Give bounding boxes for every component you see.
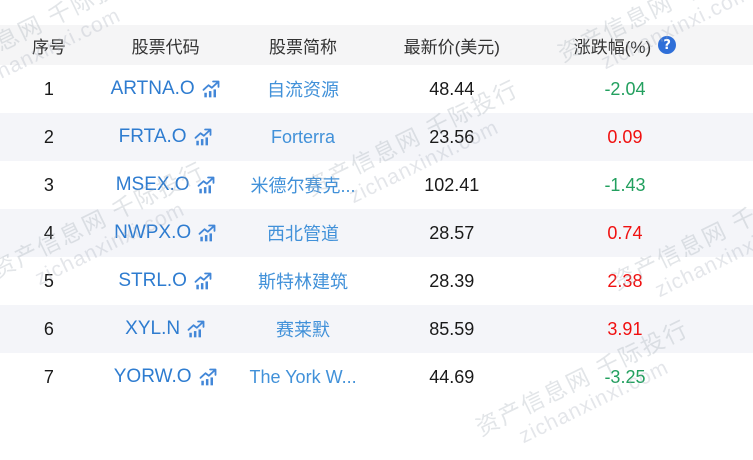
table-row: 6 XYL.N 赛莱默 85.59 3.91 bbox=[0, 305, 753, 353]
stock-name-cell: Forterra bbox=[233, 127, 372, 148]
stock-code-cell: MSEX.O bbox=[98, 174, 234, 196]
stock-chart-icon[interactable] bbox=[196, 175, 216, 195]
stock-price: 48.44 bbox=[429, 78, 475, 99]
col-header-index: 序号 bbox=[31, 37, 66, 57]
stock-price: 23.56 bbox=[429, 126, 475, 147]
stock-change: 3.91 bbox=[607, 318, 643, 339]
stock-name-link[interactable]: 自流资源 bbox=[267, 80, 340, 100]
stock-code-link[interactable]: ARTNA.O bbox=[110, 78, 195, 99]
stock-chart-icon[interactable] bbox=[197, 223, 217, 243]
table-body: 1 ARTNA.O 自流资源 48.44 -2.04 2 FRTA.O bbox=[0, 65, 753, 401]
stock-chart-icon[interactable] bbox=[193, 271, 213, 291]
stock-code-cell: XYL.N bbox=[98, 318, 234, 340]
stock-code-link[interactable]: NWPX.O bbox=[114, 222, 192, 243]
stock-change: 0.09 bbox=[607, 126, 643, 147]
table-row: 2 FRTA.O Forterra 23.56 0.09 bbox=[0, 113, 753, 161]
table-row: 1 ARTNA.O 自流资源 48.44 -2.04 bbox=[0, 65, 753, 113]
stock-code-cell: FRTA.O bbox=[98, 126, 234, 148]
stock-price: 85.59 bbox=[429, 318, 475, 339]
row-index: 1 bbox=[43, 78, 54, 99]
stock-code-cell: NWPX.O bbox=[98, 222, 234, 244]
stock-chart-icon[interactable] bbox=[201, 79, 221, 99]
row-index: 6 bbox=[43, 318, 54, 339]
stock-name-cell: The York W... bbox=[233, 367, 372, 388]
stock-name-link[interactable]: 赛莱默 bbox=[276, 320, 331, 340]
row-index: 2 bbox=[43, 126, 54, 147]
row-index: 4 bbox=[43, 222, 54, 243]
stock-name-link[interactable]: 米德尔赛克... bbox=[250, 176, 356, 196]
stock-name-link[interactable]: 西北管道 bbox=[267, 224, 340, 244]
col-header-change: 涨跌幅(%) ? bbox=[531, 33, 719, 58]
stock-chart-icon[interactable] bbox=[186, 319, 206, 339]
col-header-price: 最新价(美元) bbox=[403, 37, 500, 57]
stock-name-cell: 赛莱默 bbox=[233, 316, 372, 342]
col-header-name: 股票简称 bbox=[269, 37, 338, 57]
table-row: 5 STRL.O 斯特林建筑 28.39 2.38 bbox=[0, 257, 753, 305]
stock-name-cell: 米德尔赛克... bbox=[233, 172, 372, 198]
stock-code-cell: STRL.O bbox=[98, 270, 234, 292]
table-row: 7 YORW.O The York W... 44.69 -3.25 bbox=[0, 353, 753, 401]
stock-code-cell: YORW.O bbox=[98, 366, 234, 388]
stock-change: -2.04 bbox=[604, 78, 646, 99]
stock-change: 0.74 bbox=[607, 222, 643, 243]
stock-chart-icon[interactable] bbox=[193, 127, 213, 147]
stock-name-link[interactable]: Forterra bbox=[271, 126, 336, 147]
help-icon[interactable]: ? bbox=[658, 36, 677, 54]
table-row: 4 NWPX.O 西北管道 28.57 0.74 bbox=[0, 209, 753, 257]
stock-code-cell: ARTNA.O bbox=[98, 78, 234, 100]
stock-price: 44.69 bbox=[429, 366, 475, 387]
stock-change: -3.25 bbox=[604, 366, 646, 387]
stock-chart-icon[interactable] bbox=[198, 367, 218, 387]
col-header-code: 股票代码 bbox=[131, 37, 200, 57]
stock-code-link[interactable]: FRTA.O bbox=[118, 126, 187, 147]
stock-name-link[interactable]: The York W... bbox=[249, 366, 357, 387]
row-index: 7 bbox=[43, 366, 54, 387]
stock-change: 2.38 bbox=[607, 270, 643, 291]
stock-name-cell: 自流资源 bbox=[233, 76, 372, 102]
col-header-change-label: 涨跌幅(%) bbox=[573, 37, 652, 57]
row-index: 5 bbox=[43, 270, 54, 291]
stock-name-cell: 斯特林建筑 bbox=[233, 268, 372, 294]
stock-code-link[interactable]: YORW.O bbox=[113, 366, 192, 387]
stock-table: 序号 股票代码 股票简称 最新价(美元) 涨跌幅(%) ? 1 ARTNA.O bbox=[0, 25, 753, 401]
stock-name-cell: 西北管道 bbox=[233, 220, 372, 246]
stock-price: 28.39 bbox=[429, 270, 475, 291]
stock-change: -1.43 bbox=[604, 174, 646, 195]
table-header: 序号 股票代码 股票简称 最新价(美元) 涨跌幅(%) ? bbox=[0, 25, 753, 65]
stock-code-link[interactable]: XYL.N bbox=[125, 318, 181, 339]
stock-price: 102.41 bbox=[424, 174, 480, 195]
stock-price: 28.57 bbox=[429, 222, 475, 243]
row-index: 3 bbox=[43, 174, 54, 195]
stock-name-link[interactable]: 斯特林建筑 bbox=[258, 272, 349, 292]
stock-code-link[interactable]: MSEX.O bbox=[115, 174, 190, 195]
stock-code-link[interactable]: STRL.O bbox=[118, 270, 187, 291]
table-row: 3 MSEX.O 米德尔赛克... 102.41 -1.43 bbox=[0, 161, 753, 209]
